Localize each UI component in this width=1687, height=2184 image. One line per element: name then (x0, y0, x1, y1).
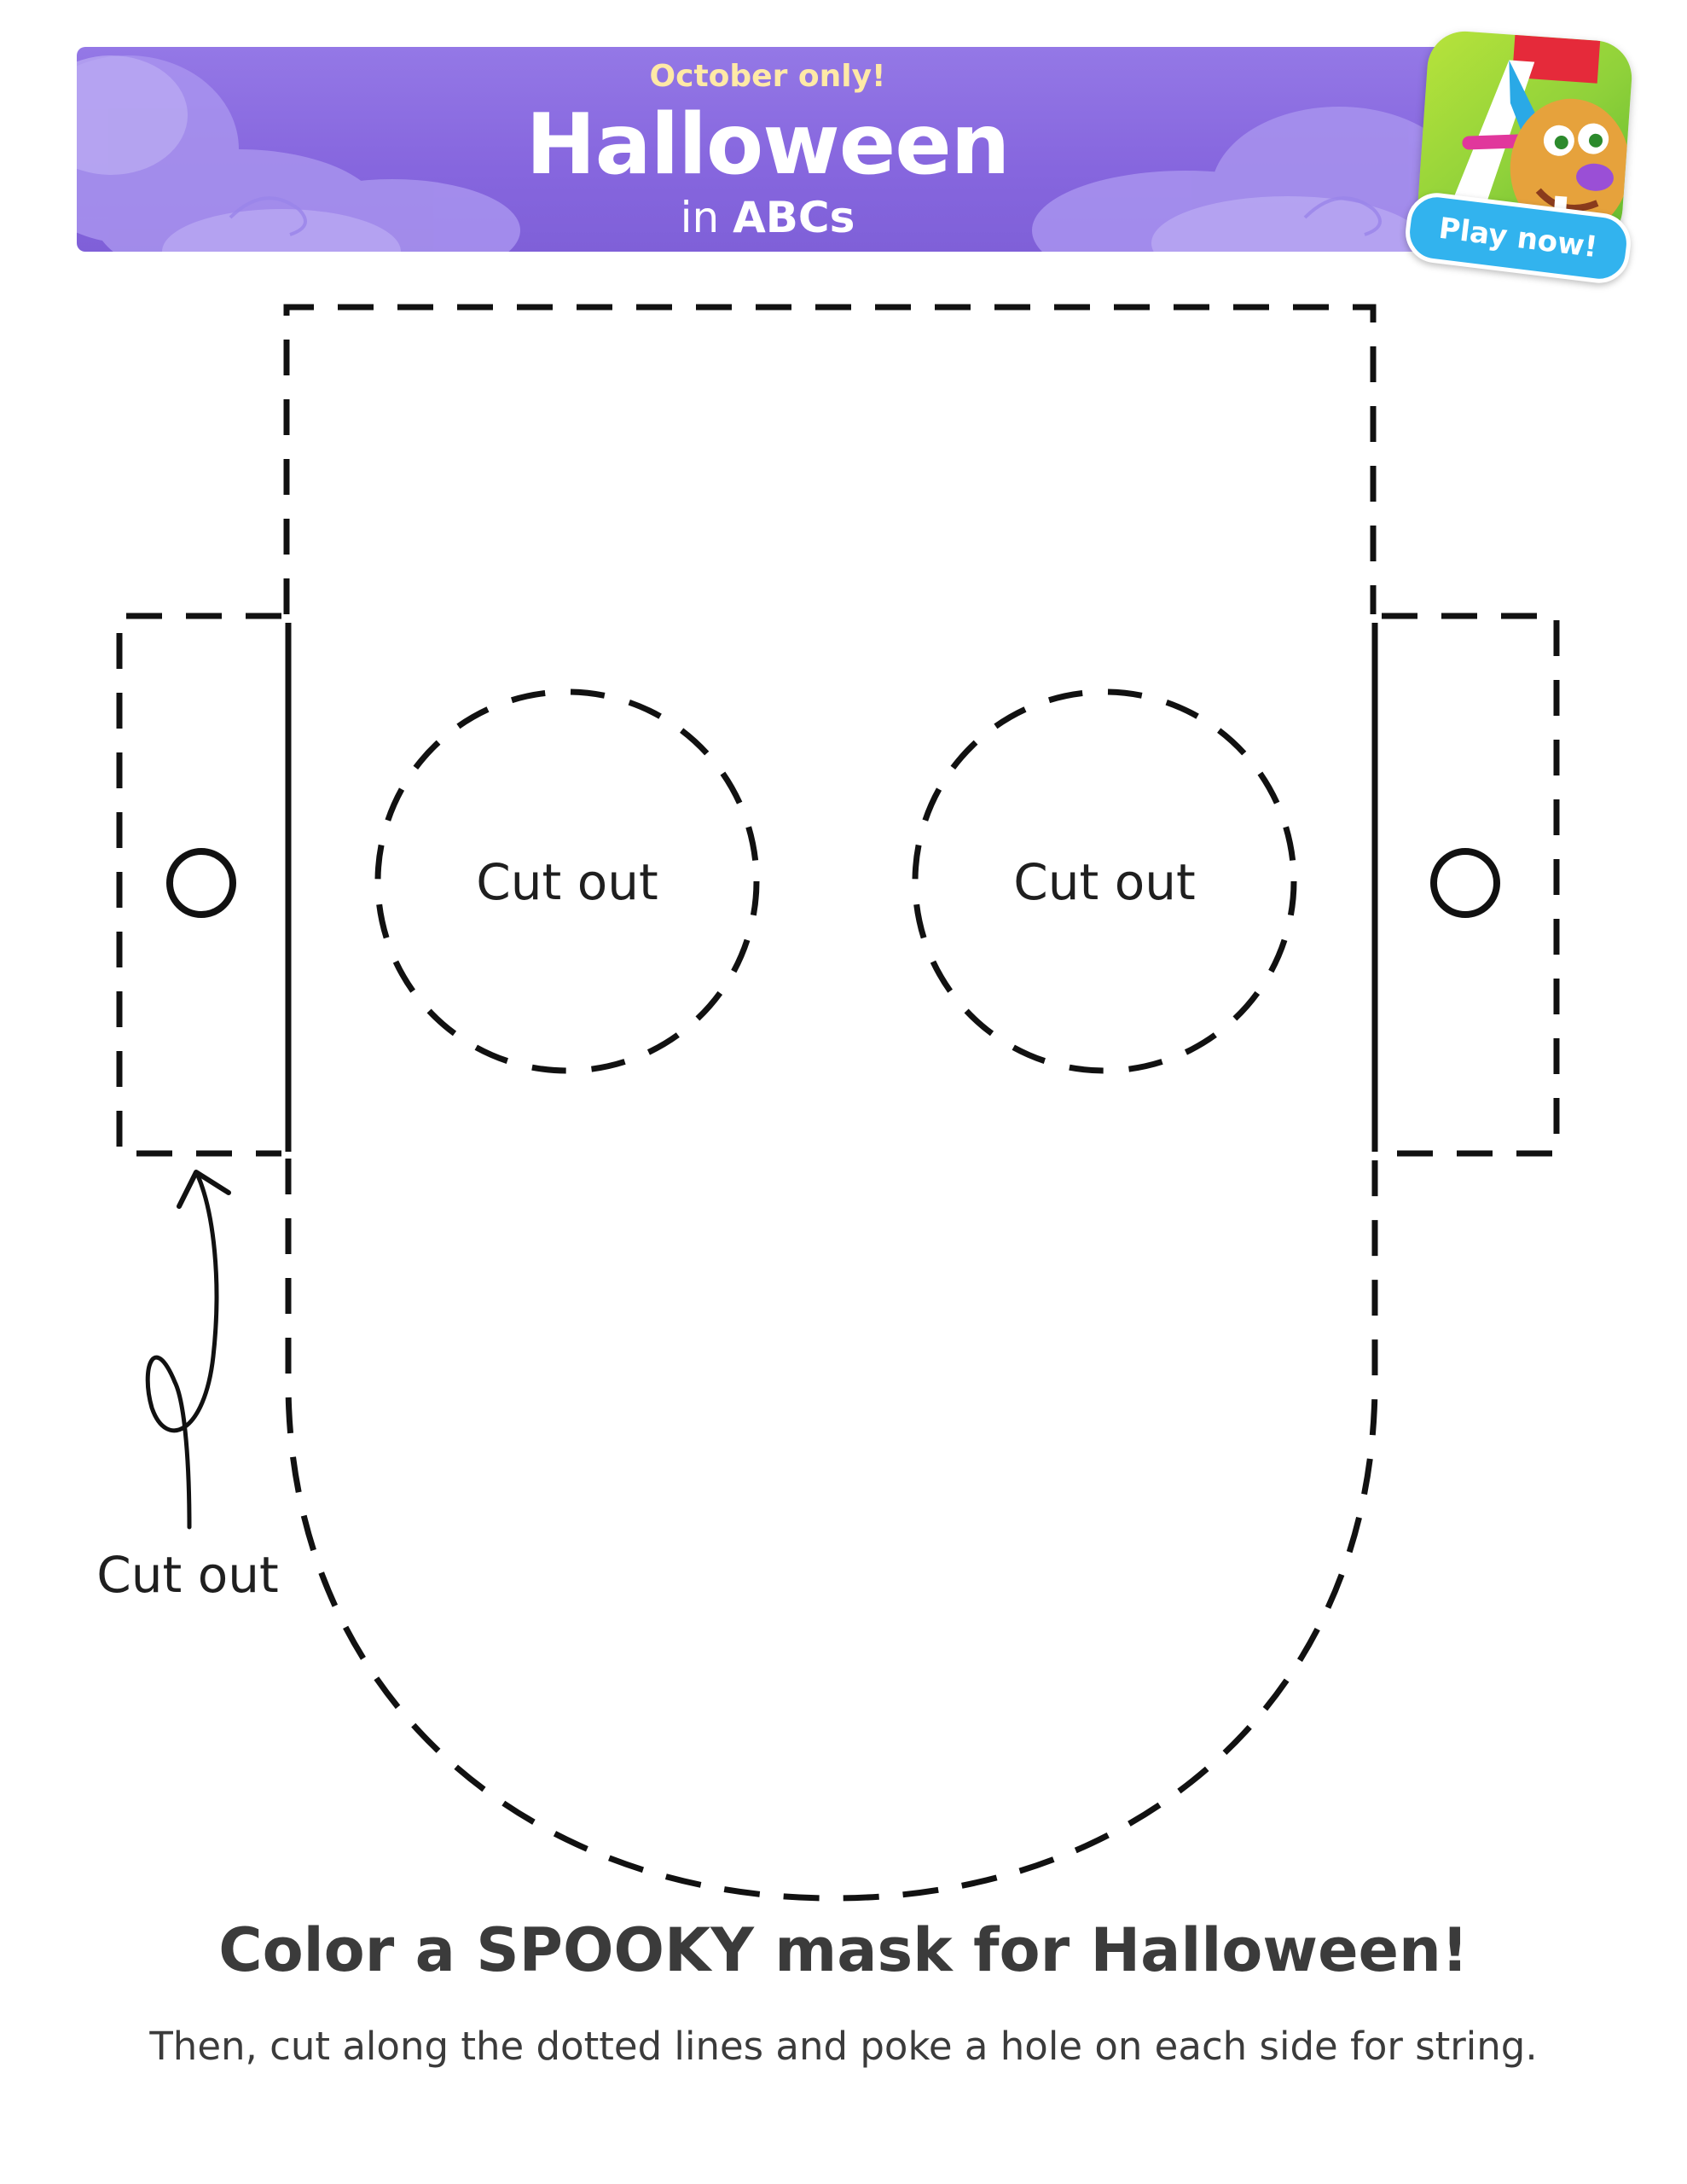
banner-title: Halloween (525, 96, 1011, 194)
instructions-text: Then, cut along the dotted lines and pok… (149, 2024, 1538, 2069)
left-tab-cut-line (116, 613, 281, 1157)
right-eye-cut-circle (912, 688, 1297, 1074)
app-icon-artwork (1452, 34, 1630, 235)
banner-subtitle-prefix: in (680, 193, 720, 242)
right-string-hole (1430, 848, 1500, 918)
right-eye-label: Cut out (1013, 853, 1196, 911)
right-tab-cut-line (1382, 613, 1560, 1157)
cloud-background (77, 55, 1458, 252)
banner-subtitle-brand: ABCs (733, 193, 855, 242)
promo-banner[interactable]: October only! Halloween in ABCs (77, 47, 1458, 252)
left-eye-label: Cut out (476, 853, 658, 911)
left-eye-cut-circle (374, 688, 760, 1074)
banner-tagline: October only! (649, 59, 886, 94)
left-string-hole (166, 848, 236, 918)
banner-subtitle: in ABCs (77, 192, 1458, 243)
tab-cut-label: Cut out (96, 1546, 279, 1604)
letter-a-monster-app-icon[interactable] (1415, 28, 1635, 248)
hand-drawn-arrow (145, 1173, 219, 1530)
mask-cut-line (283, 304, 1377, 614)
page-heading: Color a SPOOKY mask for Halloween! (218, 1915, 1469, 1985)
mask-bottom-cut-line (285, 1159, 1378, 1902)
arrow-head-icon (177, 1170, 231, 1209)
